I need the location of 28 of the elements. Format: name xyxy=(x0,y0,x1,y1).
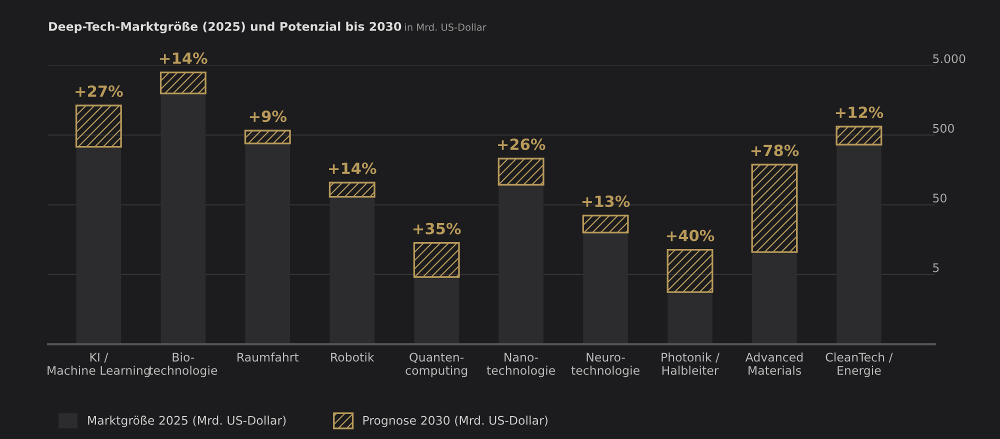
annotation: +14% xyxy=(329,162,376,174)
x-tick-label: CleanTech / Energie xyxy=(826,352,893,378)
y-tick-label: 50 xyxy=(933,194,946,203)
x-tick-label: Raumfahrt xyxy=(238,352,299,362)
x-tick-label: Neuro- technologie xyxy=(571,352,640,378)
y-tick-label: 5.000 xyxy=(933,54,966,64)
annotation: +12% xyxy=(836,106,884,118)
x-tick-label: Advanced Materials xyxy=(745,352,803,375)
annotation: +14% xyxy=(160,52,208,64)
x-tick-label: Photonik / Halbleiter xyxy=(662,352,720,375)
annotation: +13% xyxy=(582,196,630,208)
x-tick-label: Robotik xyxy=(331,352,374,362)
x-tick-label: Nano- technologie xyxy=(486,352,555,378)
annotation: +40% xyxy=(666,230,714,242)
chart-subtitle: in Mrd. US-Dollar xyxy=(405,23,486,31)
x-tick-label: KI / Machine Learning xyxy=(48,352,150,378)
x-tick-label: Bio- technologie xyxy=(148,352,218,378)
legend-label: Prognose 2030 (Mrd. US-Dollar) xyxy=(363,416,548,428)
annotation: +35% xyxy=(414,222,461,234)
annotation: +27% xyxy=(76,85,123,97)
y-tick-label: 5 xyxy=(933,263,939,272)
annotation: +26% xyxy=(498,138,546,150)
chart-title: Deep-Tech-Marktgröße (2025) und Potenzial bis 2030 xyxy=(49,22,402,34)
annotation: +9% xyxy=(250,110,287,122)
y-tick-label: 500 xyxy=(933,124,954,133)
x-tick-label: Quanten- computing xyxy=(406,352,468,378)
annotation: +78% xyxy=(751,144,799,156)
legend-label: Marktgröße 2025 (Mrd. US-Dollar) xyxy=(88,416,286,428)
